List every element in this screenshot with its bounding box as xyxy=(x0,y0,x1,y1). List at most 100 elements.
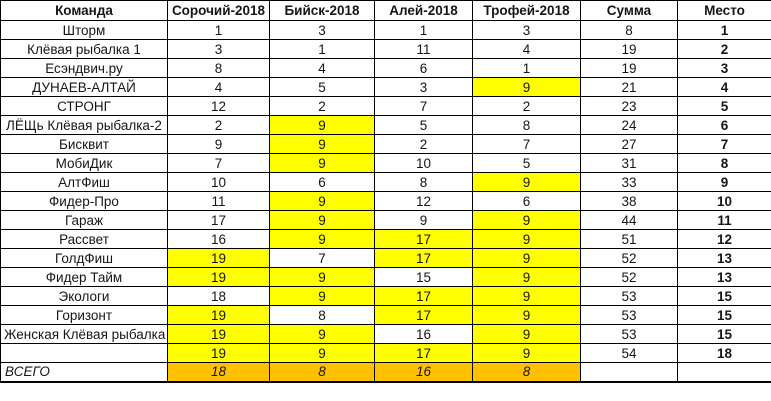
score-cell: 1 xyxy=(374,20,473,40)
score-cell: 2 xyxy=(167,115,270,135)
team-name-cell: Бисквит xyxy=(0,134,168,154)
score-cell: 17 xyxy=(374,229,473,249)
score-cell: 8 xyxy=(472,115,581,135)
place-cell: 4 xyxy=(677,77,771,97)
score-cell: 7 xyxy=(167,153,270,173)
score-cell: 5 xyxy=(472,153,581,173)
score-cell: 9 xyxy=(167,134,270,154)
score-cell: 11 xyxy=(374,39,473,59)
team-name-cell: Шторм xyxy=(0,20,168,40)
score-cell: 12 xyxy=(374,191,473,211)
score-cell: 1 xyxy=(269,39,375,59)
header-aley-2018: Алей-2018 xyxy=(374,0,473,21)
team-name-cell: Фидер Тайм xyxy=(0,267,168,287)
place-cell: 13 xyxy=(677,267,771,287)
sum-cell: 19 xyxy=(580,39,678,59)
table-row: АлтФиш 10 6 8 9 33 9 xyxy=(0,172,771,192)
score-cell: 7 xyxy=(269,248,375,268)
sum-cell: 8 xyxy=(580,20,678,40)
score-cell: 11 xyxy=(167,191,270,211)
table-row: Есэндвич.ру 8 4 6 1 19 3 xyxy=(0,58,771,78)
team-name-cell: ЛЁЩь Клёвая рыбалка-2 xyxy=(0,115,168,135)
score-cell: 9 xyxy=(269,134,375,154)
sum-cell: 44 xyxy=(580,210,678,230)
score-cell: 10 xyxy=(374,153,473,173)
team-name-cell: АлтФиш xyxy=(0,172,168,192)
sum-cell: 27 xyxy=(580,134,678,154)
score-cell: 1 xyxy=(472,58,581,78)
score-cell: 8 xyxy=(374,172,473,192)
score-cell: 9 xyxy=(269,210,375,230)
score-cell: 9 xyxy=(269,229,375,249)
score-cell: 4 xyxy=(472,39,581,59)
score-cell: 5 xyxy=(269,77,375,97)
score-cell: 9 xyxy=(472,324,581,344)
place-cell: 7 xyxy=(677,134,771,154)
total-score-cell: 8 xyxy=(269,362,375,382)
score-cell: 9 xyxy=(472,343,581,363)
total-place-cell xyxy=(677,362,771,382)
score-cell: 17 xyxy=(374,286,473,306)
score-cell: 8 xyxy=(167,58,270,78)
header-team: Команда xyxy=(0,0,168,21)
score-cell: 9 xyxy=(269,115,375,135)
score-cell: 6 xyxy=(269,172,375,192)
sum-cell: 31 xyxy=(580,153,678,173)
score-cell: 7 xyxy=(472,134,581,154)
team-name-cell: Фидер-Про xyxy=(0,191,168,211)
score-cell: 9 xyxy=(269,343,375,363)
score-cell: 3 xyxy=(167,39,270,59)
place-cell: 10 xyxy=(677,191,771,211)
score-cell: 10 xyxy=(167,172,270,192)
score-cell: 19 xyxy=(167,324,270,344)
score-cell: 17 xyxy=(374,343,473,363)
results-table: Команда Сорочий-2018 Бийск-2018 Алей-201… xyxy=(0,0,771,383)
table-row: 19 9 17 9 54 18 xyxy=(0,343,771,363)
team-name-cell: Гараж xyxy=(0,210,168,230)
score-cell: 17 xyxy=(167,210,270,230)
team-name-cell: Женская Клёвая рыбалка xyxy=(0,324,168,344)
place-cell: 1 xyxy=(677,20,771,40)
team-name-cell: Рассвет xyxy=(0,229,168,249)
sum-cell: 21 xyxy=(580,77,678,97)
score-cell: 18 xyxy=(167,286,270,306)
table-row: ДУНАЕВ-АЛТАЙ 4 5 3 9 21 4 xyxy=(0,77,771,97)
place-cell: 15 xyxy=(677,324,771,344)
place-cell: 12 xyxy=(677,229,771,249)
table-row: Экологи 18 9 17 9 53 15 xyxy=(0,286,771,306)
sum-cell: 23 xyxy=(580,96,678,116)
table-row: Рассвет 16 9 17 9 51 12 xyxy=(0,229,771,249)
team-name-cell: Клёвая рыбалка 1 xyxy=(0,39,168,59)
table-row: Горизонт 19 8 17 9 53 15 xyxy=(0,305,771,325)
score-cell: 9 xyxy=(472,248,581,268)
team-name-cell: СТРОНГ xyxy=(0,96,168,116)
score-cell: 15 xyxy=(374,267,473,287)
place-cell: 13 xyxy=(677,248,771,268)
score-cell: 9 xyxy=(472,229,581,249)
score-cell: 9 xyxy=(269,153,375,173)
score-cell: 17 xyxy=(374,305,473,325)
team-name-cell: Горизонт xyxy=(0,305,168,325)
score-cell: 2 xyxy=(269,96,375,116)
sum-cell: 53 xyxy=(580,286,678,306)
sum-cell: 19 xyxy=(580,58,678,78)
table-body: Шторм 1 3 1 3 8 1 Клёвая рыбалка 1 3 1 11 4 19 2 Есэнд… xyxy=(0,20,771,382)
score-cell: 12 xyxy=(167,96,270,116)
header-trofey-2018: Трофей-2018 xyxy=(472,0,581,21)
table-row: СТРОНГ 12 2 7 2 23 5 xyxy=(0,96,771,116)
score-cell: 9 xyxy=(269,267,375,287)
place-cell: 11 xyxy=(677,210,771,230)
header-row: Команда Сорочий-2018 Бийск-2018 Алей-201… xyxy=(0,0,771,21)
score-cell: 8 xyxy=(269,305,375,325)
score-cell: 1 xyxy=(167,20,270,40)
team-name-cell xyxy=(0,343,168,363)
team-name-cell: ДУНАЕВ-АЛТАЙ xyxy=(0,77,168,97)
score-cell: 4 xyxy=(269,58,375,78)
table-row: Гараж 17 9 9 9 44 11 xyxy=(0,210,771,230)
team-name-cell: Есэндвич.ру xyxy=(0,58,168,78)
score-cell: 9 xyxy=(472,172,581,192)
score-cell: 5 xyxy=(374,115,473,135)
score-cell: 4 xyxy=(167,77,270,97)
score-cell: 9 xyxy=(472,286,581,306)
